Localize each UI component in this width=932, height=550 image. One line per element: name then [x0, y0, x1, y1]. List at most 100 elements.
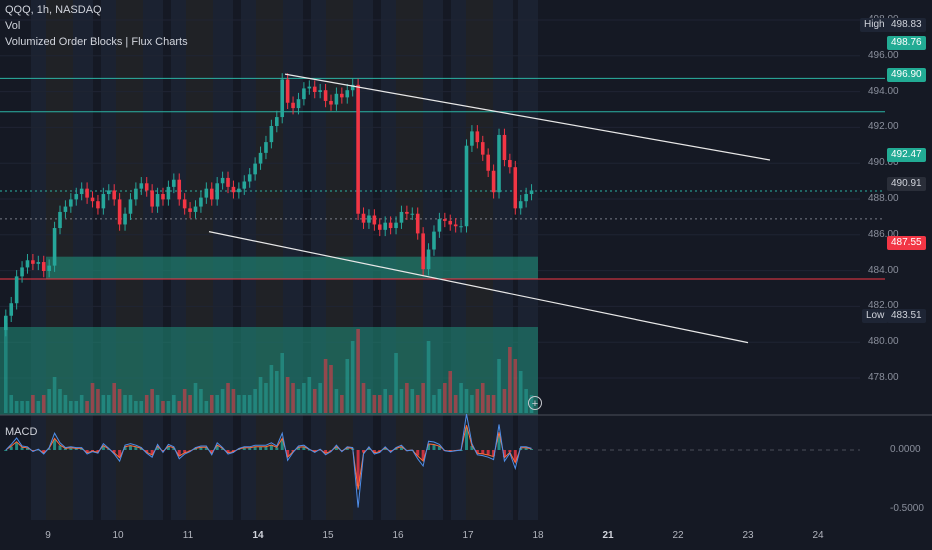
- candle-body: [226, 177, 230, 187]
- volume-bar: [350, 341, 355, 413]
- candle-body: [497, 134, 501, 193]
- volume-bar: [172, 395, 176, 413]
- candle-body: [242, 181, 247, 189]
- volume-bar: [312, 389, 317, 413]
- price-tick: 496.00: [868, 49, 899, 61]
- volume-bar: [237, 395, 241, 413]
- candle-body: [9, 303, 14, 316]
- time-tick: 17: [462, 530, 474, 541]
- macd-histogram-bar: [394, 448, 398, 450]
- volume-bar: [508, 347, 512, 413]
- macd-histogram-bar: [524, 448, 528, 450]
- candle-body: [209, 188, 214, 200]
- candle-body: [188, 208, 192, 212]
- macd-histogram-bar: [4, 450, 8, 451]
- macd-histogram-bar: [492, 450, 496, 456]
- level-490-tag: 490.91: [887, 177, 926, 191]
- indicator-legend[interactable]: Volumized Order Blocks | Flux Charts: [5, 36, 188, 48]
- macd-histogram-bar: [199, 447, 203, 450]
- macd-histogram-bar: [139, 448, 143, 450]
- candle-body: [269, 126, 274, 143]
- volume-bar: [31, 395, 35, 413]
- candle-body: [166, 186, 171, 200]
- macd-histogram-bar: [465, 427, 468, 450]
- macd-legend[interactable]: MACD: [5, 426, 38, 438]
- add-plus-button[interactable]: +: [528, 396, 542, 410]
- volume-bar: [144, 395, 149, 413]
- time-tick: 23: [742, 530, 754, 541]
- candle-body: [258, 152, 263, 164]
- volume-bar: [524, 389, 528, 413]
- volume-bar: [486, 395, 490, 413]
- macd-histogram-bar: [20, 447, 24, 450]
- candle-body: [69, 199, 73, 207]
- candle-body: [508, 160, 512, 168]
- volume-bar: [334, 389, 339, 413]
- macd-histogram-bar: [150, 450, 154, 455]
- volume-bar: [247, 395, 252, 413]
- volume-bar: [437, 389, 442, 413]
- macd-histogram-bar: [25, 448, 29, 450]
- trendline: [284, 73, 771, 161]
- candle-body: [144, 183, 149, 191]
- candle-body: [31, 260, 35, 264]
- macd-line: [5, 413, 532, 508]
- candle-body: [399, 211, 404, 223]
- macd-histogram-bar: [177, 450, 181, 456]
- candle-body: [350, 84, 355, 91]
- macd-histogram-bar: [378, 450, 382, 452]
- macd-histogram-bar: [215, 445, 219, 450]
- candle-body: [296, 99, 301, 109]
- candle-body: [58, 211, 62, 229]
- macd-histogram-bar: [302, 447, 306, 450]
- volume-bar: [188, 395, 192, 413]
- macd-histogram-bar: [448, 450, 452, 451]
- candle-body: [41, 262, 46, 271]
- macd-histogram-bar: [231, 450, 235, 452]
- volume-block-zone: [0, 327, 538, 415]
- macd-histogram-bar: [275, 447, 279, 450]
- volume-bar: [394, 353, 398, 413]
- volume-bar: [123, 395, 127, 413]
- volume-bar: [329, 365, 333, 413]
- level-498-tag: 498.76: [887, 36, 926, 50]
- volume-bar: [361, 383, 366, 413]
- macd-histogram-bar: [172, 448, 176, 450]
- volume-bar: [74, 401, 79, 413]
- volume-bar: [134, 401, 138, 413]
- macd-histogram-bar: [47, 448, 51, 450]
- macd-histogram-bar: [188, 450, 192, 451]
- volume-bar: [112, 383, 116, 413]
- volume-bar: [150, 389, 154, 413]
- macd-histogram-bar: [128, 446, 132, 450]
- candle-body: [421, 233, 425, 270]
- time-tick: 10: [112, 530, 124, 541]
- candle-body: [291, 102, 295, 109]
- macd-histogram-bar: [280, 439, 284, 450]
- macd-histogram-bar: [42, 450, 46, 453]
- macd-histogram-bar: [416, 450, 420, 456]
- volume-bar: [367, 389, 371, 413]
- volume-bar: [399, 389, 404, 413]
- candle-body: [486, 154, 490, 171]
- candle-body: [448, 220, 453, 225]
- macd-histogram-bar: [502, 450, 506, 457]
- candle-body: [502, 134, 507, 161]
- high-label: High: [860, 18, 889, 32]
- macd-histogram-bar: [253, 447, 257, 450]
- price-tick: 484.00: [868, 264, 899, 276]
- high-value-tag: 498.83: [887, 18, 926, 32]
- price-tick: 492.00: [868, 121, 899, 133]
- volume-bar: [518, 371, 523, 413]
- candle-body: [253, 163, 257, 175]
- candle-body: [437, 219, 442, 232]
- price-tick: 488.00: [868, 193, 899, 204]
- symbol-legend[interactable]: QQQ, 1h, NASDAQ: [5, 4, 102, 16]
- candle-body: [453, 224, 458, 227]
- candle-body: [36, 262, 41, 264]
- macd-histogram-bar: [85, 450, 89, 453]
- volume-bar: [269, 365, 274, 413]
- volume-bar: [302, 383, 306, 413]
- volume-legend[interactable]: Vol: [5, 20, 21, 32]
